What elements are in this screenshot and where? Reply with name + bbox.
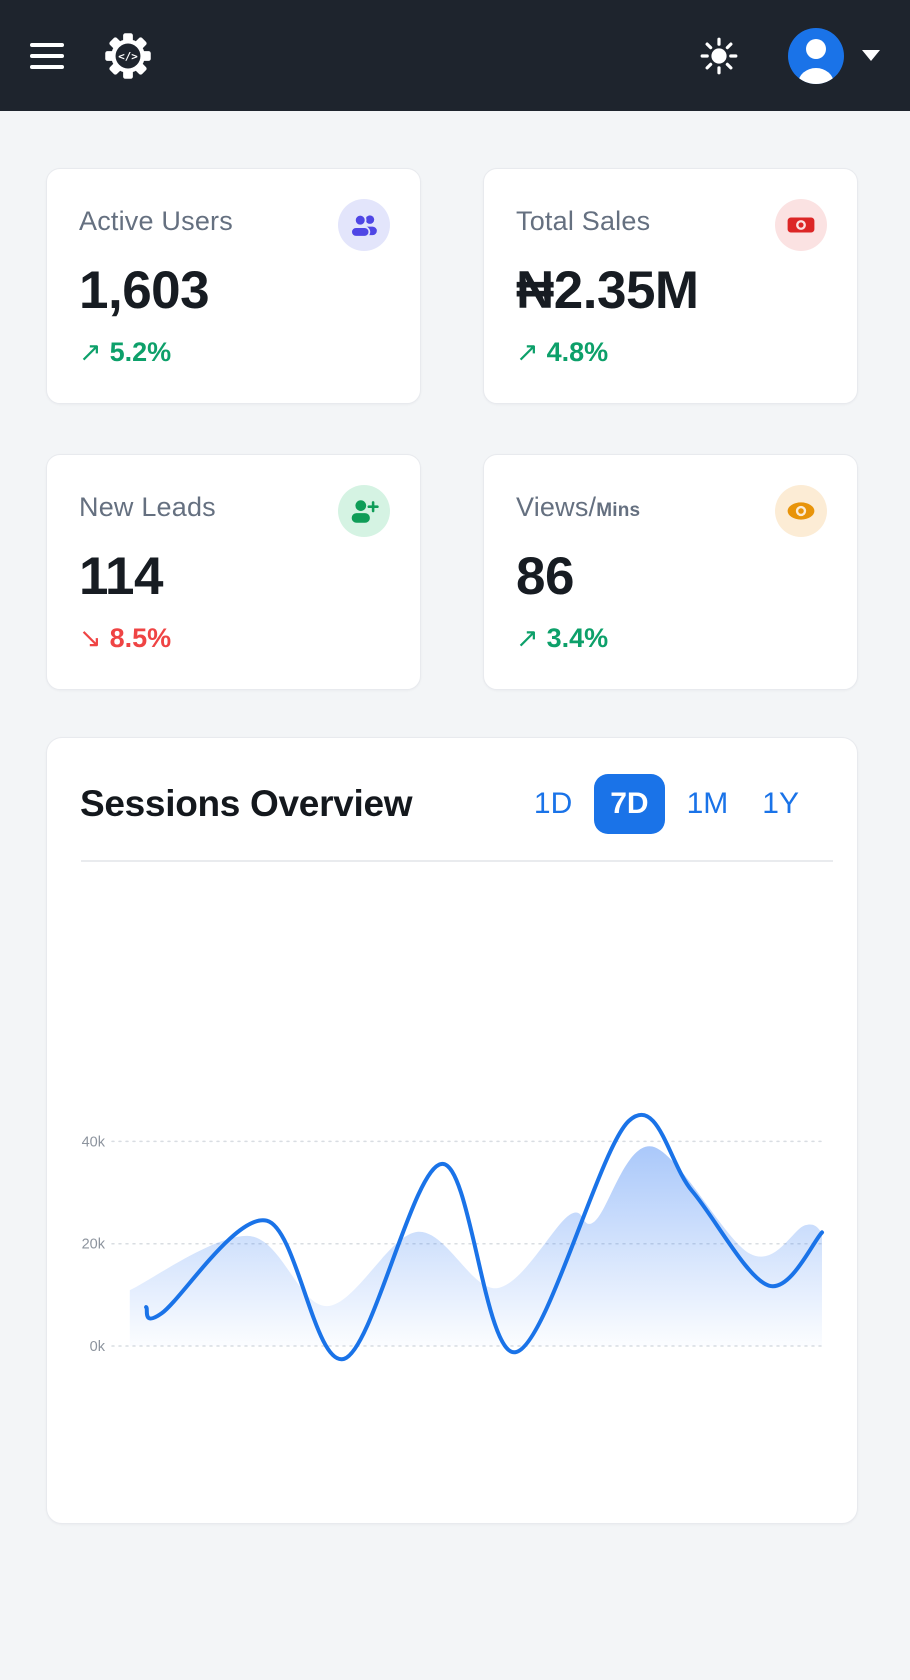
range-tab-1m[interactable]: 1M [675,776,741,832]
trend-indicator: ↗ 5.2% [79,337,172,368]
time-range-tabs: 1D 7D 1M 1Y [522,774,811,834]
header-divider [81,860,833,862]
sessions-overview-card: Sessions Overview 1D 7D 1M 1Y 0k 20k 40k [46,737,858,1524]
stat-title: Views/Mins [516,492,641,522]
gear-code-logo-icon[interactable]: </> [102,30,154,82]
avatar-chevron-down-icon[interactable] [862,50,880,61]
svg-text:40k: 40k [82,1134,106,1150]
eye-icon [775,485,827,537]
banknote-icon [775,199,827,251]
sessions-chart-svg: 0k 20k 40k [82,1112,824,1361]
trend-indicator: ↗ 3.4% [516,623,609,654]
stat-value: 114 [79,547,164,606]
person-plus-icon [338,485,390,537]
trend-up-arrow-icon: ↗ [516,623,539,654]
users-icon [338,199,390,251]
code-brackets-glyph: </> [118,50,138,63]
sessions-area-series [129,1146,823,1346]
chart-y-axis-labels: 0k 20k 40k [82,1134,106,1355]
sessions-line-series [144,1112,824,1361]
sessions-overview-title: Sessions Overview [80,783,413,824]
trend-indicator: ↗ 4.8% [516,337,609,368]
stat-title: Active Users [79,206,233,236]
hamburger-menu-icon[interactable] [30,36,64,76]
top-navbar: </> [0,0,910,111]
trend-up-arrow-icon: ↗ [516,337,539,368]
stat-title: Total Sales [516,206,651,236]
svg-text:20k: 20k [82,1237,106,1253]
person-icon [798,38,834,84]
trend-up-arrow-icon: ↗ [79,337,102,368]
sessions-chart: 0k 20k 40k [59,884,857,1509]
user-avatar[interactable] [788,27,844,84]
range-tab-7d[interactable]: 7D [594,774,665,834]
stats-grid: Active Users 1,603 ↗ 5.2% Total Sales [46,168,858,690]
svg-text:0k: 0k [90,1339,106,1355]
stat-card-views-mins: Views/Mins 86 ↗ 3.4% [483,454,858,690]
dashboard-main: Active Users 1,603 ↗ 5.2% Total Sales [0,168,910,1524]
theme-toggle-sun-icon[interactable] [698,35,740,77]
trend-indicator: ↘ 8.5% [79,623,172,654]
stat-title: New Leads [79,492,216,522]
range-tab-1y[interactable]: 1Y [750,776,811,832]
stat-value: ₦2.35M [516,261,699,320]
stat-card-total-sales: Total Sales ₦2.35M ↗ 4.8% [483,168,858,404]
stat-card-new-leads: New Leads 114 ↘ 8.5% [46,454,421,690]
range-tab-1d[interactable]: 1D [522,776,584,832]
stat-card-active-users: Active Users 1,603 ↗ 5.2% [46,168,421,404]
stat-value: 86 [516,547,574,606]
stat-value: 1,603 [79,261,210,320]
trend-down-arrow-icon: ↘ [79,623,102,654]
